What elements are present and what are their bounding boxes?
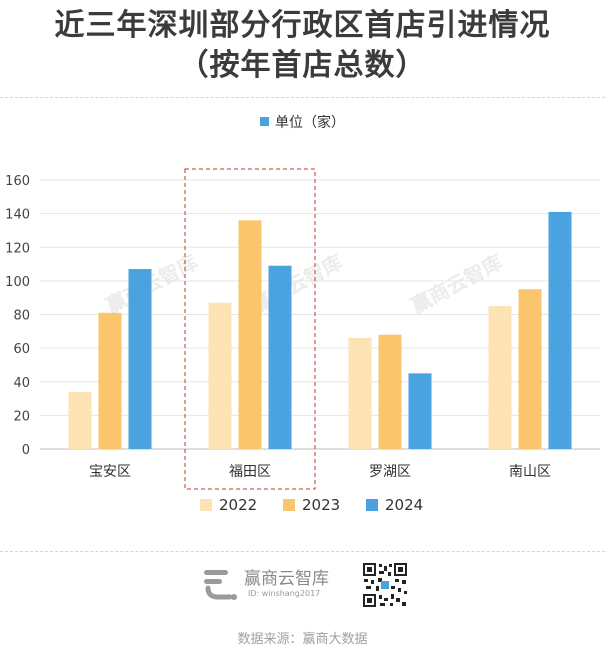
footer-id: ID: winshang2017	[248, 589, 321, 598]
watermark-1: 赢商云智库	[247, 250, 347, 318]
watermark-0: 赢商云智库	[102, 250, 202, 318]
legend-swatch-2022	[200, 499, 212, 511]
data-source: 数据来源：赢商大数据	[237, 632, 368, 647]
bar-chart: 赢商云智库 赢商云智库 赢商云智库020406080100120140160宝安区福…	[5, 168, 600, 514]
bar-罗湖区-2022	[348, 338, 372, 449]
y-tick-label-60: 60	[13, 342, 30, 357]
y-tick-label-100: 100	[5, 275, 30, 290]
x-tick-label-0: 宝安区	[89, 464, 131, 480]
y-tick-label-40: 40	[13, 376, 30, 391]
bar-福田区-2023	[238, 220, 262, 449]
bar-南山区-2022	[488, 306, 512, 449]
qr-code-icon	[362, 562, 408, 608]
footer-brand-name: 赢商云智库	[244, 569, 329, 589]
y-tick-label-80: 80	[13, 309, 30, 324]
y-tick-label-120: 120	[5, 241, 30, 256]
y-tick-label-0: 0	[22, 443, 30, 458]
legend-label-2024: 2024	[385, 496, 423, 514]
highlight-box	[184, 168, 316, 490]
bar-宝安区-2024	[128, 269, 152, 449]
bottom-divider	[0, 551, 605, 552]
bar-宝安区-2022	[68, 391, 92, 449]
legend-swatch-2023	[283, 499, 295, 511]
y-tick-label-140: 140	[5, 208, 30, 223]
bar-福田区-2024	[268, 265, 292, 449]
top-divider	[0, 97, 605, 98]
y-tick-label-20: 20	[13, 409, 30, 424]
chart-title-line2: （按年首店总数）	[178, 48, 427, 83]
bar-罗湖区-2023	[378, 334, 402, 449]
x-tick-label-1: 福田区	[229, 464, 271, 480]
bar-宝安区-2023	[98, 312, 122, 449]
chart-title-line1: 近三年深圳部分行政区首店引进情况	[54, 8, 551, 43]
unit-legend: 单位（家）	[0, 112, 605, 132]
legend-label-2022: 2022	[219, 496, 257, 514]
legend-label-2023: 2023	[302, 496, 340, 514]
logo-icon	[204, 570, 237, 600]
chart-title: 近三年深圳部分行政区首店引进情况 （按年首店总数）	[0, 6, 605, 86]
legend-swatch-2024	[366, 499, 378, 511]
bar-福田区-2022	[208, 302, 232, 449]
brand-logo: 赢商云智库 ID: winshang2017	[200, 562, 340, 602]
y-tick-label-160: 160	[5, 174, 30, 189]
x-tick-label-3: 南山区	[509, 464, 551, 480]
x-tick-label-2: 罗湖区	[369, 464, 411, 480]
unit-swatch	[260, 117, 269, 126]
bar-南山区-2023	[518, 289, 542, 449]
unit-label: 单位（家）	[275, 115, 345, 131]
bar-南山区-2024	[548, 211, 572, 449]
bar-罗湖区-2024	[408, 373, 432, 449]
